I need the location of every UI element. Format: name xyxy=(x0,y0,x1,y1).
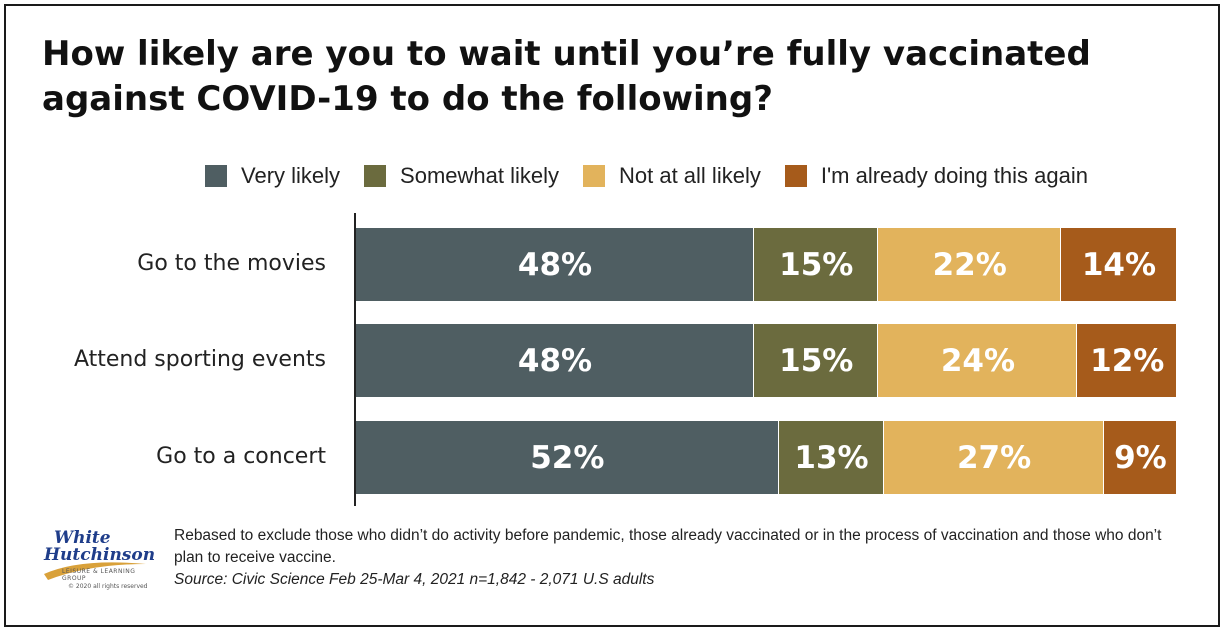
bar-segment xyxy=(754,228,879,301)
logo-copyright: © 2020 all rights reserved xyxy=(68,583,148,590)
legend-item: Somewhat likely xyxy=(364,163,559,189)
bar-segment xyxy=(1077,324,1177,397)
legend-item: Very likely xyxy=(205,163,340,189)
logo-line-2: Hutchinson xyxy=(44,545,156,565)
data-label: 9% xyxy=(1114,440,1167,476)
data-label: 15% xyxy=(779,343,854,379)
bar-segment xyxy=(878,324,1078,397)
legend-label: I'm already doing this again xyxy=(820,163,1088,188)
category-label: Attend sporting events xyxy=(73,347,326,372)
chart-title: How likely are you to wait until you’re … xyxy=(42,34,1091,119)
bar-segment xyxy=(356,228,755,301)
legend-item: I'm already doing this again xyxy=(784,163,1088,189)
data-label: 52% xyxy=(530,440,605,476)
legend-swatch xyxy=(364,165,387,187)
legend-swatch xyxy=(205,165,227,187)
data-label: 48% xyxy=(517,247,593,283)
bar-segment xyxy=(1060,228,1177,301)
data-label: 22% xyxy=(932,247,1007,283)
data-label: 14% xyxy=(1081,247,1157,283)
bar-segment xyxy=(754,324,879,397)
data-label: 15% xyxy=(779,247,854,283)
data-label: 24% xyxy=(940,343,1016,379)
footnote-source: Source: Civic Science Feb 25-Mar 4, 2021… xyxy=(174,571,655,588)
legend-label: Very likely xyxy=(241,163,341,188)
footnote: Rebased to exclude those who didn’t do a… xyxy=(174,525,1184,591)
legend-item: Not at all likely xyxy=(583,163,761,189)
bar-segment xyxy=(356,421,779,494)
data-label: 48% xyxy=(517,343,593,379)
legend-label: Somewhat likely xyxy=(400,163,559,188)
footnote-note: Rebased to exclude those who didn’t do a… xyxy=(174,527,1162,566)
category-label: Go to a concert xyxy=(156,444,326,469)
bar-segment xyxy=(1103,421,1177,494)
bar-segment xyxy=(884,421,1104,494)
legend-swatch xyxy=(784,165,807,187)
bar-segment xyxy=(878,228,1061,301)
data-label: 27% xyxy=(956,440,1032,476)
chart-legend: Very likely Somewhat likely Not at all lik… xyxy=(205,162,1112,190)
legend-label: Not at all likely xyxy=(619,163,761,188)
logo-line-1: White xyxy=(54,528,111,548)
logo-swoosh-icon xyxy=(44,562,146,580)
logo-tagline: LEISURE & LEARNING GROUP xyxy=(62,568,136,582)
legend-swatch xyxy=(583,165,605,187)
bar-segment xyxy=(356,324,755,397)
chart-frame xyxy=(4,4,1220,627)
category-label: Go to the movies xyxy=(137,251,326,276)
data-label: 13% xyxy=(794,440,869,476)
category-axis-line xyxy=(354,213,356,506)
bar-segment xyxy=(778,421,885,494)
company-logo: White Hutchinson LEISURE & LEARNING GROU… xyxy=(40,528,155,594)
data-label: 12% xyxy=(1090,343,1165,379)
